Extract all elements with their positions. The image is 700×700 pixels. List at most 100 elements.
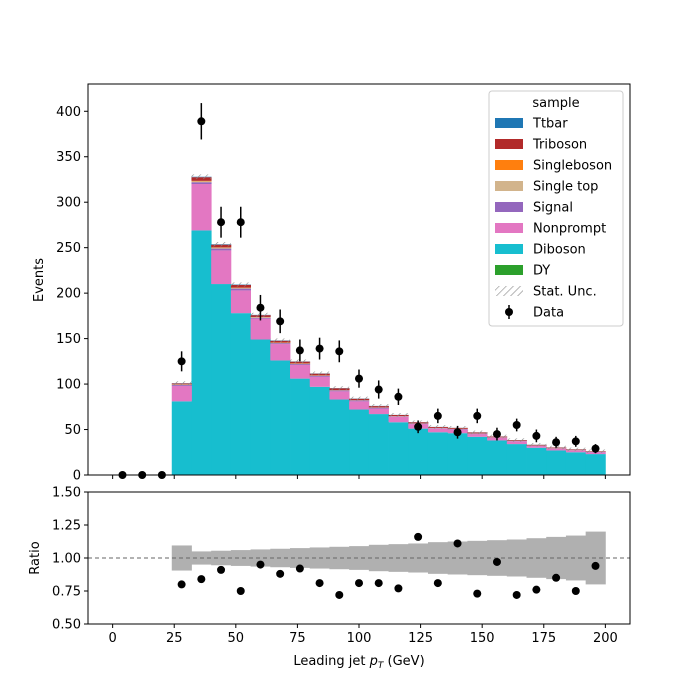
data-point (315, 344, 324, 353)
stat-unc-band (349, 396, 369, 401)
ratio-point (473, 589, 482, 598)
ratio-panel: 0.50 0.75 1.00 1.25 1.50 0 25 50 75 100 125 150 175 2… (52, 486, 631, 646)
ratio-point (433, 579, 442, 588)
data-point (433, 411, 442, 420)
main-y-tick-label: 350 (56, 150, 81, 165)
bar-nonprompt (250, 318, 271, 340)
bar-diboson (250, 339, 271, 475)
main-y-tick-label: 300 (56, 196, 81, 211)
main-y-tick-label: 400 (56, 105, 81, 120)
ratio-point (276, 569, 285, 578)
data-point (177, 357, 186, 366)
x-tick-label: 125 (408, 631, 433, 646)
bar-signal (230, 288, 251, 291)
ratio-y-tick-label: 1.50 (52, 486, 81, 501)
legend-swatch-single-top (495, 181, 523, 191)
bar-nonprompt (329, 391, 350, 400)
bar-nonprompt (230, 290, 251, 314)
ratio-point (394, 584, 403, 593)
ratio-point (552, 573, 561, 582)
ratio-point (571, 587, 580, 595)
x-tick-label: 175 (531, 631, 556, 646)
bar-signal (191, 182, 212, 185)
ratio-point (256, 560, 265, 569)
bar-diboson (565, 452, 587, 475)
x-tick-label: 50 (228, 631, 245, 646)
data-point (453, 428, 462, 437)
legend-swatch-signal (495, 202, 523, 212)
bar-diboson (230, 313, 251, 475)
x-axis-label: Leading jet pT (GeV) (293, 654, 424, 671)
bar-single-top (211, 247, 232, 249)
bar-nonprompt (211, 250, 232, 285)
data-point (591, 444, 600, 453)
ratio-point (295, 564, 304, 573)
main-y-tick-label: 50 (64, 423, 81, 438)
bar-nonprompt (191, 184, 212, 231)
bar-diboson (211, 284, 232, 475)
ratio-point (355, 579, 363, 588)
ratio-point (197, 575, 206, 584)
main-y-tick-label: 100 (56, 378, 81, 393)
main-y-tick-label: 250 (56, 241, 81, 256)
ratio-unc-band (329, 546, 350, 570)
main-y-tick-label: 200 (56, 287, 81, 302)
bar-diboson (526, 447, 547, 475)
bar-single-top (230, 287, 251, 289)
bar-diboson (408, 428, 429, 475)
data-point (394, 392, 403, 401)
legend: sample Ttbar Triboson Singleboson Single top… (488, 90, 624, 327)
ratio-point (532, 585, 541, 594)
data-point (571, 437, 580, 446)
legend-label-single-top: Single top (533, 180, 598, 195)
ratio-unc-band (250, 549, 271, 567)
bar-nonprompt (467, 434, 488, 437)
legend-swatch-diboson (495, 244, 523, 254)
ratio-unc-band (546, 536, 567, 580)
stat-unc-band (309, 371, 330, 376)
ratio-y-tick-label: 1.00 (52, 552, 81, 567)
x-tick-label: 200 (593, 631, 618, 646)
stat-unc-band (388, 413, 409, 417)
ratio-y-tick-label: 0.75 (52, 585, 81, 600)
bar-diboson (585, 454, 606, 475)
ratio-unc-band (349, 546, 370, 570)
x-tick-label: 25 (166, 631, 183, 646)
main-y-tick-label: 0 (73, 469, 81, 484)
legend-marker-data (505, 308, 513, 316)
data-point (197, 117, 206, 126)
bar-nonprompt (506, 441, 527, 445)
bar-diboson (171, 401, 192, 475)
bar-signal (171, 384, 192, 386)
ratio-y-axis-label: Ratio (28, 541, 43, 574)
ratio-unc-band (467, 540, 488, 576)
bar-diboson (427, 432, 449, 475)
legend-swatch-stat-unc- (495, 286, 523, 296)
data-point (512, 420, 521, 429)
bar-nonprompt (309, 376, 330, 387)
legend-title: sample (532, 96, 579, 111)
ratio-point (315, 579, 324, 588)
data-point (295, 346, 304, 355)
bar-diboson (270, 360, 291, 475)
ratio-point (177, 580, 186, 589)
stat-unc-band (270, 338, 291, 343)
legend-label-data: Data (533, 306, 564, 321)
bar-nonprompt (270, 344, 291, 361)
bar-diboson (546, 450, 567, 475)
stat-unc-band (211, 242, 231, 247)
legend-label-signal: Signal (533, 201, 573, 216)
data-point (492, 430, 501, 439)
x-tick-label: 150 (470, 631, 495, 646)
bar-signal (211, 248, 232, 251)
stat-unc-band (230, 282, 251, 287)
bar-diboson (290, 378, 311, 475)
stat-unc-band (427, 425, 448, 429)
bar-diboson (467, 436, 488, 475)
bar-nonprompt (546, 448, 567, 451)
bar-nonprompt (526, 445, 547, 448)
ratio-point (335, 590, 344, 599)
ratio-point (591, 561, 600, 570)
bar-nonprompt (427, 428, 449, 433)
bar-diboson (329, 399, 350, 475)
